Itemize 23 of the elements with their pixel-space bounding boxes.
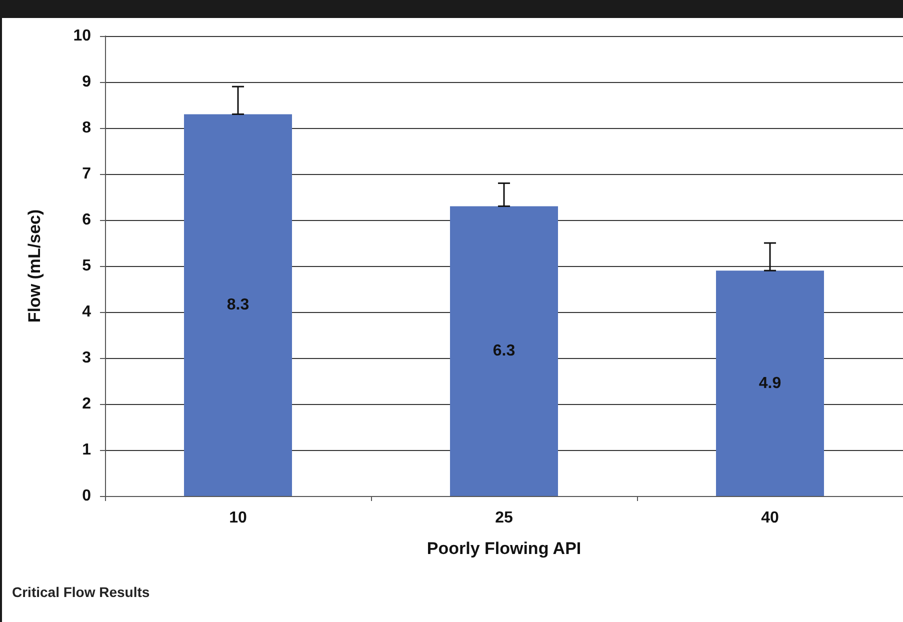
bar xyxy=(450,206,558,496)
y-tick-label: 2 xyxy=(82,396,92,412)
y-tick-label: 1 xyxy=(82,442,92,458)
y-tick-label: 4 xyxy=(82,304,92,320)
y-tick-label: 5 xyxy=(82,258,92,274)
y-tick-label: 3 xyxy=(82,350,92,366)
x-tick-label: 10 xyxy=(229,510,247,526)
data-label: 6.3 xyxy=(492,342,516,360)
y-tick-label: 8 xyxy=(82,120,92,136)
y-tick-label: 6 xyxy=(82,212,92,228)
x-tick-label: 40 xyxy=(761,510,779,526)
y-axis-title: Flow (mL/sec) xyxy=(25,209,44,323)
data-label: 8.3 xyxy=(226,296,250,314)
bar xyxy=(716,270,824,496)
x-tick-label: 25 xyxy=(495,510,513,526)
bar xyxy=(184,114,292,496)
x-axis-title: Poorly Flowing API xyxy=(426,539,582,558)
y-tick-label: 0 xyxy=(82,488,92,504)
text: Critical Flow Results xyxy=(12,584,150,600)
y-tick-label: 10 xyxy=(73,28,92,44)
y-tick-label: 9 xyxy=(82,74,92,90)
y-tick-label: 7 xyxy=(82,166,92,182)
data-label: 4.9 xyxy=(758,374,782,392)
